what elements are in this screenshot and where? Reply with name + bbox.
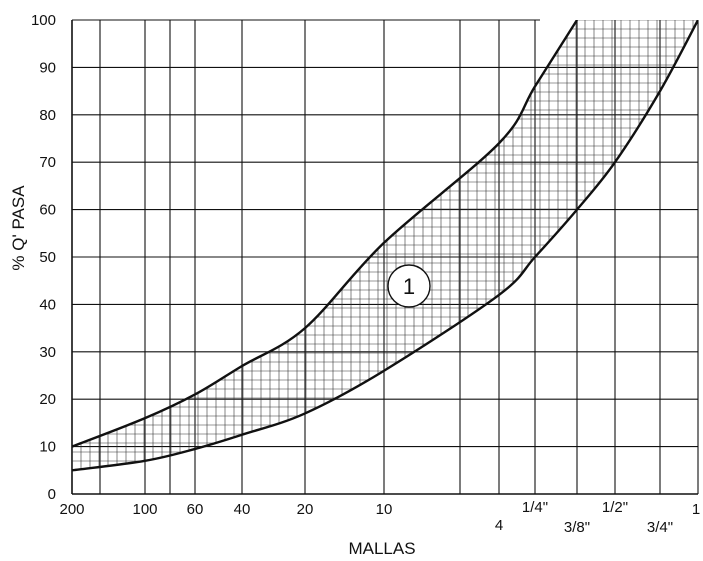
- y-tick-label: 60: [39, 202, 56, 219]
- x-tick-label: 3/8": [564, 519, 590, 536]
- x-tick-label: 4: [495, 517, 503, 534]
- x-tick-label: 20: [297, 501, 314, 518]
- x-tick-label: 3/4": [647, 519, 673, 536]
- y-tick-labels: 0 10 20 30 40 50 60 70 80 90 100: [31, 12, 56, 503]
- y-tick-label: 30: [39, 344, 56, 361]
- y-tick-label: 50: [39, 249, 56, 266]
- y-tick-label: 20: [39, 391, 56, 408]
- upper-limit-curve: [72, 20, 579, 448]
- band-marker: 1: [387, 264, 431, 308]
- x-tick-label: 60: [187, 501, 204, 518]
- y-axis-title: % Q' PASA: [9, 185, 28, 271]
- grid-lines: [71, 19, 699, 495]
- y-tick-label: 80: [39, 107, 56, 124]
- y-tick-label: 70: [39, 154, 56, 171]
- x-axis-title: MALLAS: [348, 539, 415, 558]
- band-marker-label: 1: [403, 274, 415, 299]
- lower-limit-curve: [72, 20, 698, 472]
- x-tick-label: 10: [376, 501, 393, 518]
- x-tick-label: 200: [59, 501, 84, 518]
- y-tick-label: 100: [31, 12, 56, 29]
- x-tick-label: 1: [692, 501, 700, 518]
- y-tick-label: 10: [39, 439, 56, 456]
- y-tick-label: 40: [39, 296, 56, 313]
- x-tick-labels: 200 100 60 40 20 10 4 1/4" 3/8" 1/2" 3/4" 1: [59, 499, 700, 536]
- x-tick-label: 40: [234, 501, 251, 518]
- x-tick-label: 1/4": [522, 499, 548, 516]
- x-tick-label: 100: [132, 501, 157, 518]
- band-curves: [72, 20, 698, 472]
- y-tick-label: 0: [48, 486, 56, 503]
- band-marker-circle: [387, 264, 431, 308]
- x-tick-label: 1/2": [602, 499, 628, 516]
- y-tick-label: 90: [39, 59, 56, 76]
